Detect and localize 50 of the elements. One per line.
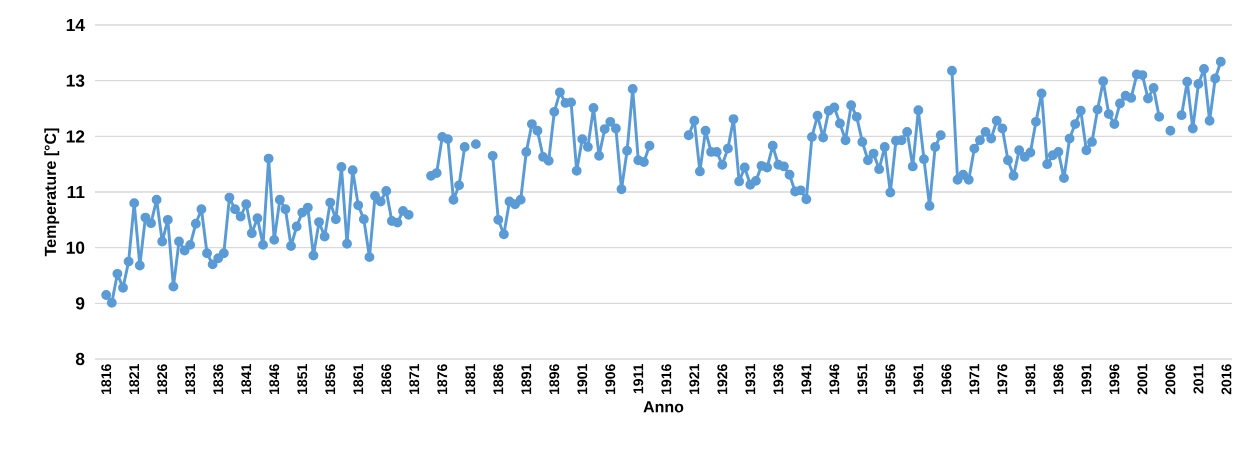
- x-tick-label: 1921: [689, 364, 700, 394]
- y-tick-label: 10: [66, 241, 85, 254]
- x-tick-label: 2011: [1193, 364, 1204, 394]
- x-tick-label: 1956: [885, 364, 896, 394]
- x-tick-label: 1856: [325, 364, 336, 394]
- x-tick-label: 1896: [549, 364, 560, 394]
- x-tick-label: 1966: [941, 364, 952, 394]
- x-tick-label: 1936: [773, 364, 784, 394]
- x-tick-label: 1971: [969, 364, 980, 394]
- y-tick-label: 13: [66, 74, 85, 87]
- x-tick-label: 2016: [1221, 364, 1232, 395]
- x-tick-label: 1916: [661, 364, 672, 394]
- y-axis-title: Temperature [°C]: [44, 128, 60, 257]
- y-tick-label: 12: [66, 130, 85, 143]
- x-tick-label: 1906: [605, 364, 616, 394]
- x-tick-label: 1976: [997, 364, 1008, 394]
- x-tick-label: 1946: [829, 364, 840, 394]
- x-tick-label: 1851: [297, 364, 308, 394]
- x-tick-label: 2001: [1137, 364, 1148, 395]
- y-tick-label: 8: [75, 352, 85, 366]
- x-tick-label: 1951: [857, 364, 868, 394]
- x-tick-label: 1871: [409, 364, 420, 394]
- x-tick-label: 1961: [913, 364, 924, 394]
- x-tick-label: 1941: [801, 364, 812, 394]
- x-tick-label: 1981: [1025, 364, 1036, 394]
- x-tick-label: 1876: [437, 364, 448, 394]
- x-axis-title: Anno: [643, 401, 684, 413]
- x-tick-label: 1911: [633, 364, 644, 394]
- x-tick-label: 1931: [745, 364, 756, 394]
- x-tick-label: 1841: [241, 364, 252, 394]
- x-tick-label: 1861: [353, 364, 364, 394]
- x-tick-label: 1996: [1109, 364, 1120, 394]
- x-tick-label: 1816: [101, 364, 112, 394]
- x-tick-label: 1986: [1053, 364, 1064, 394]
- x-tick-label: 1886: [493, 364, 504, 394]
- x-tick-label: 1891: [521, 364, 532, 394]
- x-tick-label: 1821: [129, 364, 140, 394]
- x-tick-label: 1836: [213, 364, 224, 394]
- x-tick-label: 1846: [269, 364, 280, 394]
- x-tick-label: 1881: [465, 364, 476, 394]
- x-tick-label: 1866: [381, 364, 392, 394]
- x-tick-label: 2006: [1165, 364, 1176, 395]
- x-tick-label: 1831: [185, 364, 196, 394]
- y-tick-label: 11: [67, 186, 85, 198]
- x-tick-label: 1926: [717, 364, 728, 394]
- x-tick-label: 1901: [577, 364, 588, 394]
- x-tick-label: 1991: [1081, 364, 1092, 394]
- x-tick-label: 1826: [157, 364, 168, 394]
- y-tick-label: 9: [75, 297, 85, 310]
- y-tick-label: 14: [66, 19, 85, 31]
